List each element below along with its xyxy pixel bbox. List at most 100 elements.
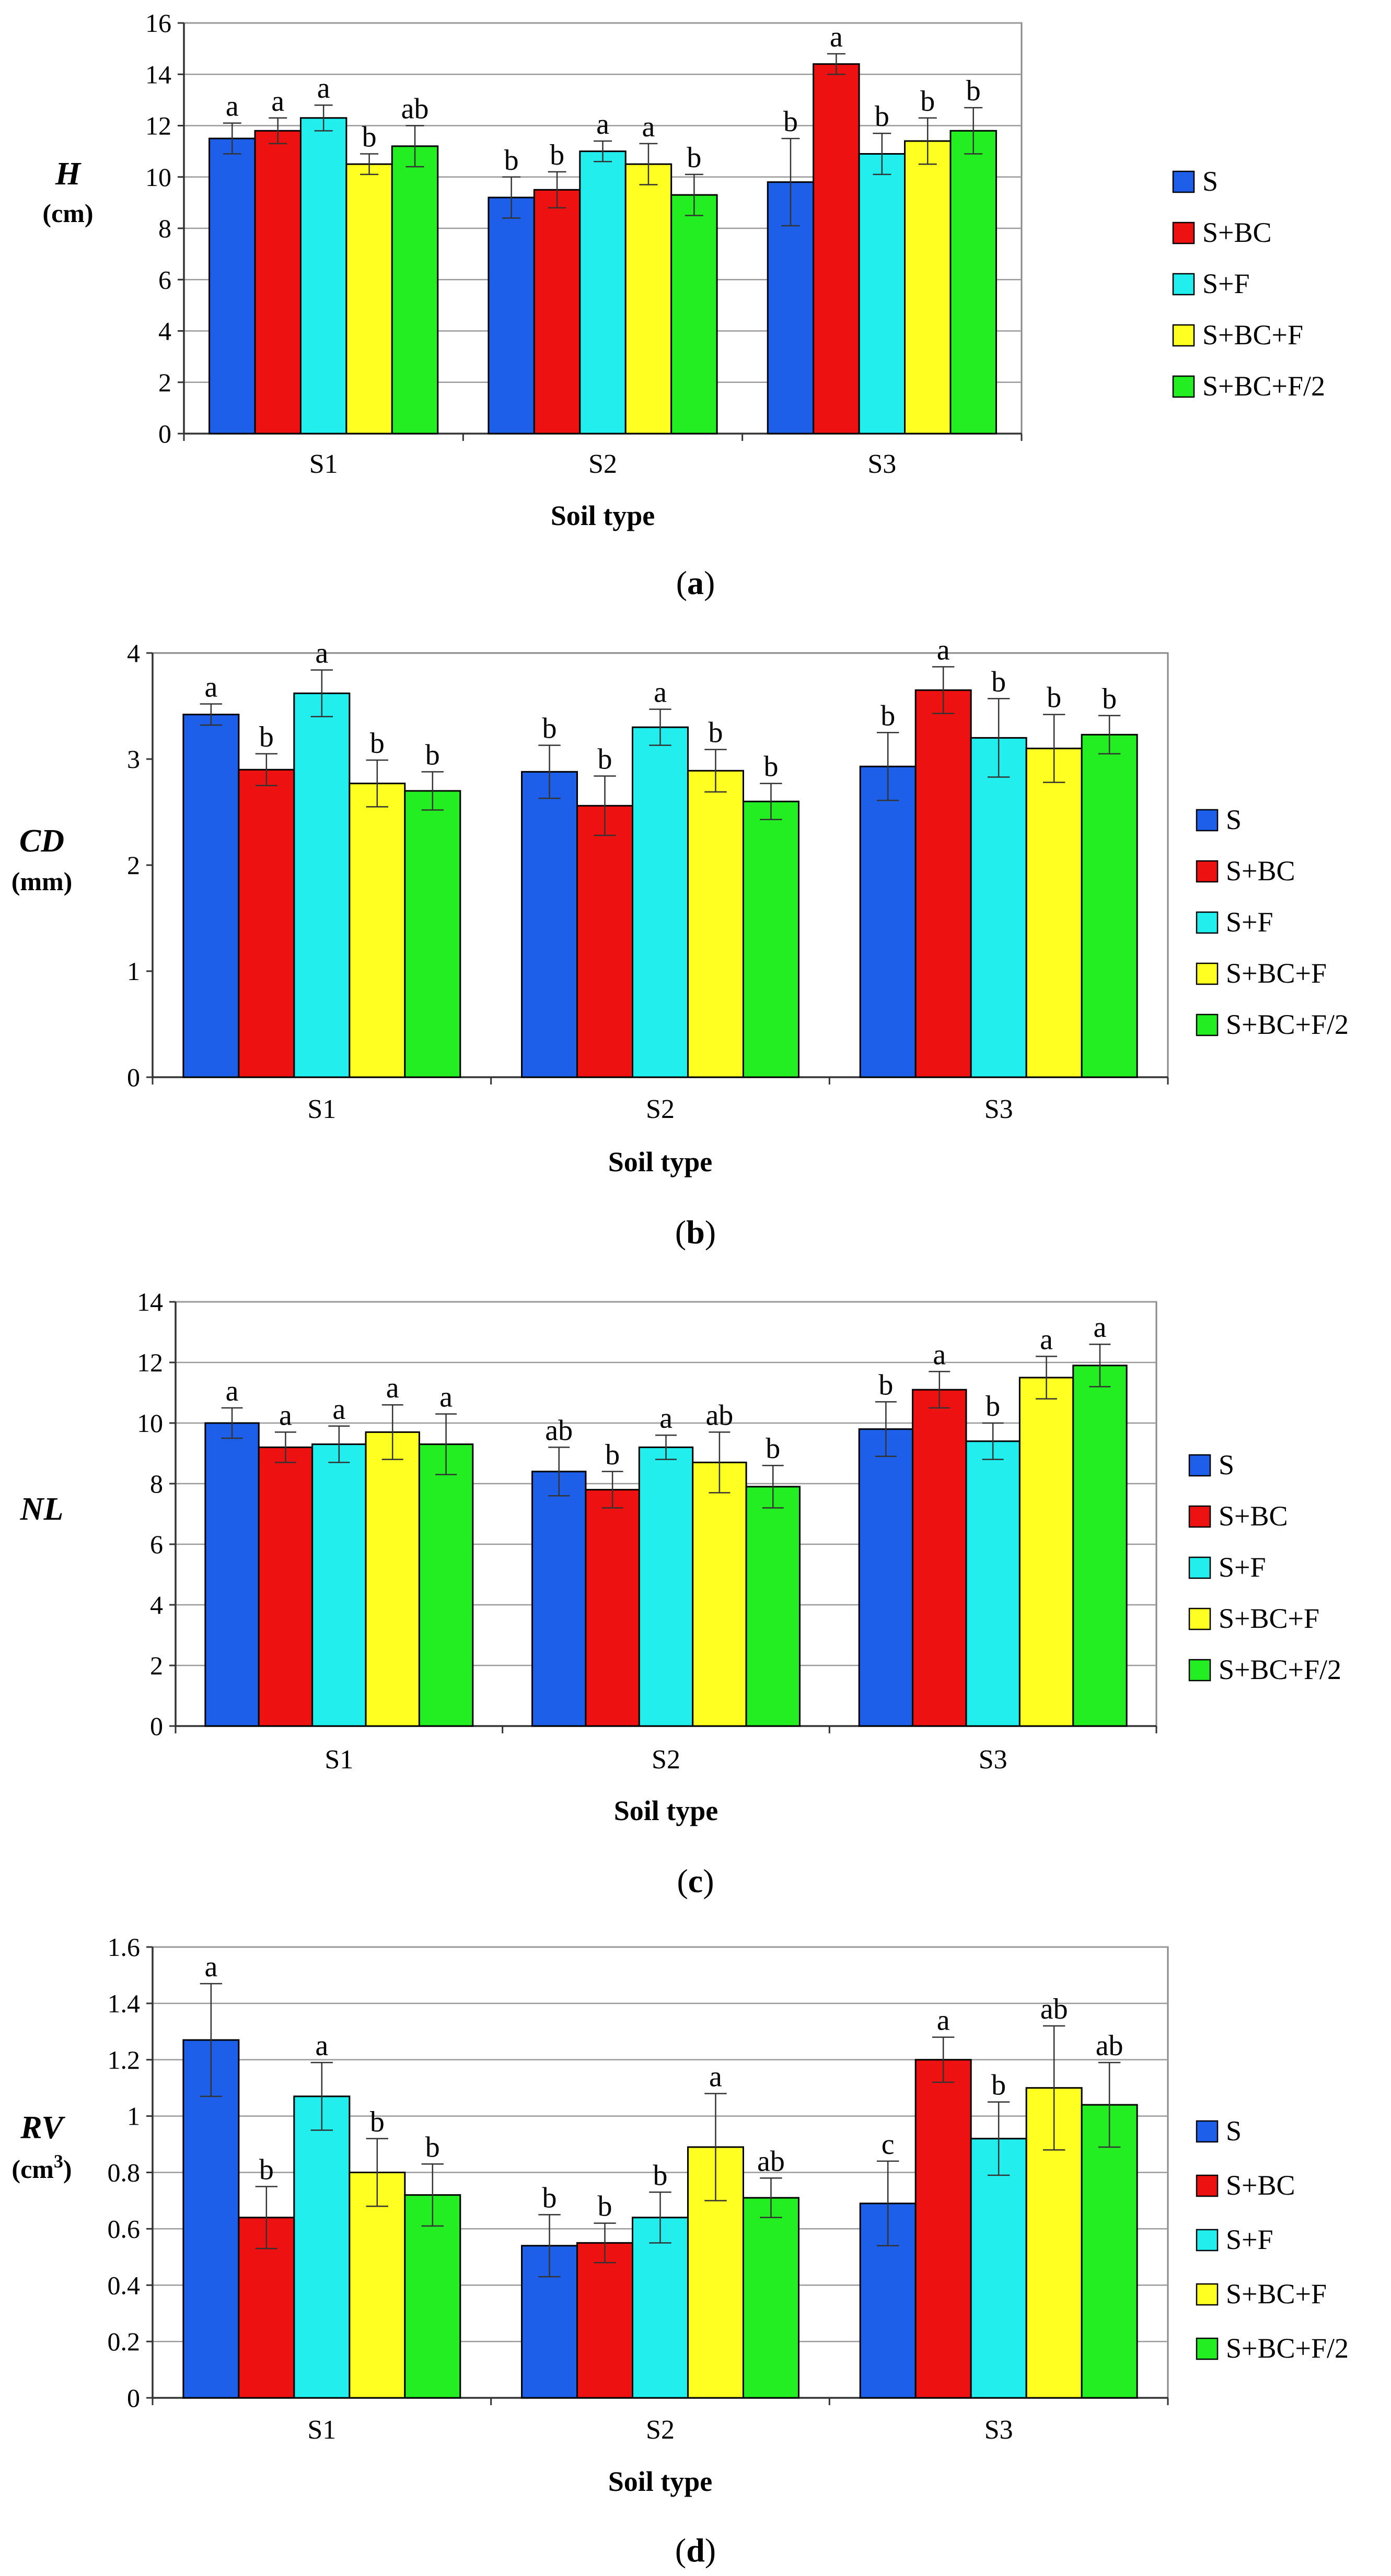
significance-letter: a: [596, 108, 609, 141]
bar-s-f-s2: [638, 1446, 694, 1727]
legend-label: S+BC: [1219, 1500, 1288, 1532]
panel-label: (b): [675, 1214, 716, 1251]
bar-s-s2: [521, 771, 578, 1078]
bar-s-bc-f-s1: [349, 783, 406, 1078]
y-tick-label: 16: [145, 8, 171, 38]
bar-s-f-s1: [311, 1443, 367, 1727]
bar-s-bc-f-2-s3: [1081, 733, 1138, 1078]
legend-label: S: [1226, 804, 1242, 835]
y-tick-label: 14: [145, 60, 171, 89]
x-axis-title: Soil type: [614, 1795, 718, 1826]
significance-letter: a: [315, 637, 328, 669]
category-label: S3: [984, 1094, 1013, 1124]
category-label: S2: [646, 1094, 675, 1124]
legend-swatch: [1188, 1454, 1211, 1477]
y-tick-label: 4: [150, 1590, 163, 1619]
significance-letter: b: [875, 100, 889, 133]
bar-s-bc-f-2-s1: [418, 1443, 474, 1727]
significance-letter: a: [654, 677, 667, 709]
significance-letter: a: [642, 111, 655, 143]
significance-letter: a: [315, 2030, 328, 2062]
legend-swatch: [1188, 1556, 1211, 1579]
legend-label: S+F: [1226, 2224, 1273, 2255]
bar-s-bc-f-s2: [692, 1461, 747, 1727]
legend-label: S+BC+F/2: [1226, 2333, 1349, 2364]
chart-panel-b: 0 1 2 3 4 a b b b b a a a b b b b b b b S1 S2 S3 Soil type CD (mm…: [11, 634, 1349, 1251]
significance-letter: b: [991, 2069, 1006, 2102]
significance-letter: a: [439, 1381, 453, 1414]
significance-letter: b: [259, 2153, 274, 2186]
legend-label: S+BC: [1226, 2170, 1295, 2201]
bar-s-f-s3: [965, 1440, 1021, 1727]
significance-letter: b: [370, 727, 385, 760]
y-axis-title: NL: [20, 1491, 64, 1527]
category-label: S3: [867, 449, 896, 479]
y-axis-title: RV: [20, 2110, 65, 2146]
bar-s-bc-s3: [914, 689, 972, 1078]
significance-letter: b: [605, 1439, 620, 1471]
y-tick-label: 2: [158, 368, 171, 397]
legend-label: S+BC+F/2: [1202, 370, 1325, 402]
y-tick-label: 12: [145, 111, 171, 141]
significance-letter: b: [783, 106, 798, 138]
legend: S S+BC S+F S+BC+F S+BC+F/2: [1188, 1449, 1341, 1685]
significance-letter: a: [226, 90, 239, 123]
y-tick-label: 0.4: [108, 2270, 141, 2300]
legend-label: S+BC+F/2: [1226, 1009, 1349, 1040]
legend-swatch: [1196, 860, 1219, 883]
significance-letter: ab: [1040, 1993, 1068, 2025]
legend-label: S+F: [1202, 268, 1250, 299]
panel-label: (a): [676, 564, 715, 601]
significance-letter: b: [504, 144, 519, 177]
significance-letter: ab: [757, 2145, 785, 2177]
significance-letter: a: [317, 72, 330, 104]
bar-s-s3: [858, 1428, 914, 1727]
legend-swatch: [1172, 222, 1195, 244]
bar-s-bc-f-s1: [349, 2172, 406, 2399]
bar-s-bc-f-2-s3: [1081, 2104, 1138, 2399]
legend-label: S: [1226, 2115, 1242, 2147]
bar-s-bc-f-s1: [365, 1431, 420, 1727]
legend-label: S+BC: [1202, 217, 1272, 248]
legend-swatch: [1196, 2337, 1219, 2360]
significance-letter: a: [204, 1951, 217, 1983]
significance-letter: b: [763, 751, 778, 783]
y-tick-label: 1.2: [108, 2045, 141, 2074]
bar-s-f-s1: [299, 117, 347, 435]
y-tick-label: 6: [150, 1530, 163, 1559]
category-label: S1: [324, 1745, 353, 1775]
y-tick-label: 0: [127, 2383, 140, 2412]
bar-s-bc-f-2-s1: [391, 145, 439, 435]
y-axis-unit: (mm): [11, 867, 73, 896]
bar-s-s2: [531, 1471, 587, 1727]
significance-letter: b: [542, 2182, 557, 2214]
significance-letter: a: [1040, 1323, 1053, 1356]
significance-letter: ab: [1096, 2030, 1123, 2062]
x-axis-title: Soil type: [551, 500, 655, 531]
significance-letter: a: [709, 2060, 722, 2093]
significance-letter: b: [766, 1432, 780, 1465]
bar-s-f-s1: [293, 2095, 351, 2399]
y-tick-label: 0: [127, 1063, 140, 1092]
significance-letter: b: [550, 139, 564, 171]
significance-letter: a: [659, 1402, 673, 1435]
legend-swatch: [1196, 911, 1219, 934]
legend-swatch: [1196, 2120, 1219, 2143]
significance-letter: ab: [401, 93, 429, 125]
significance-letter: ab: [545, 1414, 573, 1447]
significance-letter: a: [279, 1399, 292, 1431]
legend-swatch: [1188, 1659, 1211, 1682]
y-tick-label: 4: [158, 317, 171, 346]
legend-swatch: [1196, 1013, 1219, 1036]
y-tick-label: 2: [150, 1651, 163, 1680]
legend: S S+BC S+F S+BC+F S+BC+F/2: [1196, 804, 1349, 1040]
significance-letter: b: [653, 2159, 668, 2192]
y-tick-label: 12: [137, 1348, 163, 1377]
significance-letter: a: [271, 85, 284, 118]
legend-swatch: [1196, 962, 1219, 985]
significance-letter: a: [204, 671, 217, 703]
legend-label: S+BC: [1226, 855, 1295, 887]
legend-swatch: [1172, 324, 1195, 347]
legend-label: S+BC+F: [1226, 958, 1327, 989]
y-tick-label: 6: [158, 265, 171, 294]
